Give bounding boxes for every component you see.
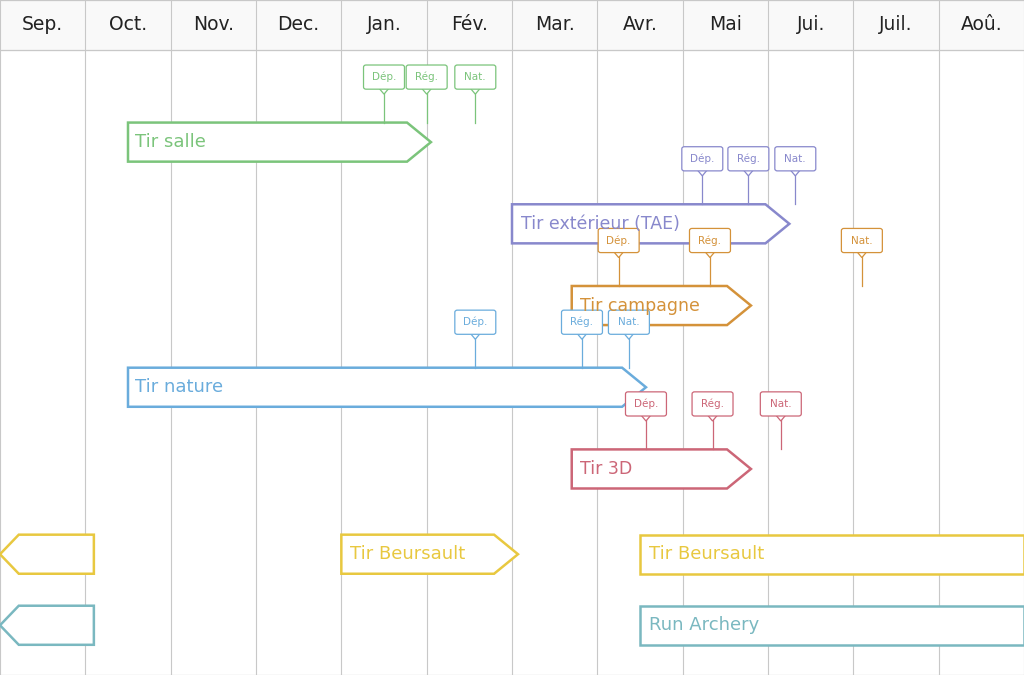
- Text: Dép.: Dép.: [606, 236, 631, 246]
- Text: Rég.: Rég.: [698, 236, 722, 246]
- Polygon shape: [775, 414, 786, 421]
- Polygon shape: [856, 250, 867, 258]
- Text: Rég.: Rég.: [701, 399, 724, 409]
- Polygon shape: [341, 535, 518, 574]
- FancyBboxPatch shape: [728, 146, 769, 171]
- Text: Oct.: Oct.: [109, 16, 147, 34]
- Text: Nat.: Nat.: [784, 154, 806, 164]
- Text: Nat.: Nat.: [770, 399, 792, 409]
- Text: Rég.: Rég.: [415, 72, 438, 82]
- FancyBboxPatch shape: [626, 392, 667, 416]
- Text: Nov.: Nov.: [193, 16, 233, 34]
- Text: Tir extérieur (TAE): Tir extérieur (TAE): [520, 215, 679, 233]
- Polygon shape: [575, 332, 588, 340]
- Text: Aoû.: Aoû.: [961, 16, 1002, 34]
- FancyBboxPatch shape: [598, 228, 639, 252]
- Polygon shape: [128, 368, 646, 407]
- Text: Sep.: Sep.: [23, 16, 63, 34]
- Polygon shape: [571, 286, 751, 325]
- Text: Dép.: Dép.: [634, 399, 658, 409]
- Text: Tir 3D: Tir 3D: [581, 460, 633, 478]
- Polygon shape: [469, 332, 481, 340]
- Text: Tir campagne: Tir campagne: [581, 296, 700, 315]
- Text: Rég.: Rég.: [570, 317, 594, 327]
- Text: Fév.: Fév.: [451, 16, 487, 34]
- Text: Tir Beursault: Tir Beursault: [648, 545, 764, 563]
- FancyBboxPatch shape: [561, 310, 602, 334]
- Polygon shape: [0, 605, 94, 645]
- Text: Tir salle: Tir salle: [135, 133, 206, 151]
- Polygon shape: [378, 87, 390, 94]
- FancyBboxPatch shape: [689, 228, 730, 252]
- Text: Nat.: Nat.: [618, 317, 640, 327]
- Text: Run Archery: Run Archery: [648, 616, 759, 634]
- Polygon shape: [640, 535, 1024, 574]
- Polygon shape: [612, 250, 625, 258]
- Text: Dép.: Dép.: [372, 72, 396, 82]
- Text: Rég.: Rég.: [737, 153, 760, 164]
- FancyBboxPatch shape: [692, 392, 733, 416]
- Text: Tir Beursault: Tir Beursault: [350, 545, 465, 563]
- Text: Jui.: Jui.: [797, 16, 825, 34]
- Text: Dép.: Dép.: [463, 317, 487, 327]
- Polygon shape: [742, 169, 755, 176]
- FancyBboxPatch shape: [455, 310, 496, 334]
- FancyBboxPatch shape: [682, 146, 723, 171]
- Polygon shape: [512, 205, 790, 244]
- Polygon shape: [703, 250, 716, 258]
- FancyBboxPatch shape: [364, 65, 404, 89]
- Polygon shape: [623, 332, 635, 340]
- Polygon shape: [790, 169, 801, 176]
- Polygon shape: [707, 414, 719, 421]
- FancyBboxPatch shape: [775, 146, 816, 171]
- Text: Dec.: Dec.: [278, 16, 319, 34]
- Text: Mar.: Mar.: [535, 16, 574, 34]
- Text: Mai: Mai: [709, 16, 741, 34]
- Text: Tir nature: Tir nature: [135, 378, 223, 396]
- Polygon shape: [571, 450, 751, 489]
- FancyBboxPatch shape: [407, 65, 447, 89]
- FancyBboxPatch shape: [608, 310, 649, 334]
- Polygon shape: [421, 87, 433, 94]
- Text: Avr.: Avr.: [623, 16, 657, 34]
- FancyBboxPatch shape: [842, 228, 883, 252]
- Polygon shape: [469, 87, 481, 94]
- FancyBboxPatch shape: [455, 65, 496, 89]
- Text: Jan.: Jan.: [367, 16, 401, 34]
- Polygon shape: [0, 535, 94, 574]
- Polygon shape: [128, 123, 431, 161]
- FancyBboxPatch shape: [760, 392, 801, 416]
- Polygon shape: [696, 169, 709, 176]
- Text: Nat.: Nat.: [465, 72, 486, 82]
- Polygon shape: [640, 414, 652, 421]
- Text: Dép.: Dép.: [690, 153, 715, 164]
- Text: Nat.: Nat.: [851, 236, 872, 246]
- Text: Juil.: Juil.: [880, 16, 912, 34]
- Polygon shape: [640, 605, 1024, 645]
